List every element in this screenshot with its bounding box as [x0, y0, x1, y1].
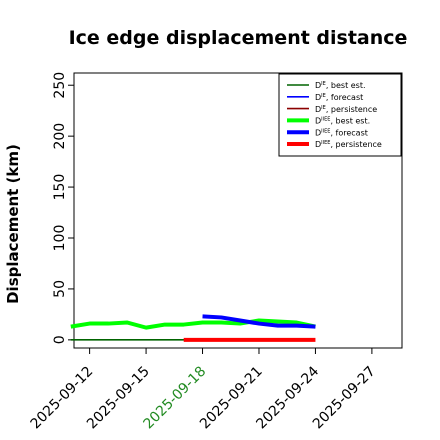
y-tick-label: 50: [52, 280, 68, 298]
y-axis-label: Displacement (km): [4, 144, 22, 304]
chart-title: Ice edge displacement distance: [69, 27, 408, 49]
y-tick-label: 150: [52, 174, 68, 201]
series-line-3: [70, 318, 316, 330]
legend-label-4: DIIEE, forecast: [315, 128, 368, 137]
legend-label-2: DIE, persistence: [315, 105, 377, 114]
legend-label-3: DIIEE, best est.: [315, 117, 370, 126]
y-tick-label: 0: [52, 335, 68, 344]
legend-label-1: DIE, forecast: [315, 93, 363, 102]
y-tick-label: 250: [52, 72, 68, 99]
series-line-4: [202, 314, 316, 329]
plot-frame: [73, 72, 403, 349]
y-tick-label: 200: [52, 123, 68, 150]
legend: DIE, best est. DIE, forecast DIE, persiste…: [278, 73, 402, 157]
y-tick-label: 100: [52, 225, 68, 252]
legend-label-5: DIIEE, persistence: [315, 140, 382, 149]
legend-label-0: DIE, best est.: [315, 81, 366, 90]
